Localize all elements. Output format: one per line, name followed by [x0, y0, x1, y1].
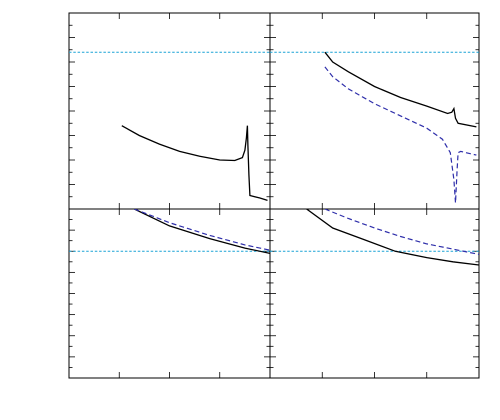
- series-line-solid: [134, 209, 270, 255]
- panel-frame: [68, 12, 271, 210]
- panel-top-right: [269, 12, 480, 210]
- panel-frame: [269, 12, 480, 210]
- series-line-solid: [306, 209, 479, 266]
- series-line-dashed: [324, 209, 479, 255]
- panel-frame: [68, 208, 271, 379]
- panel-bottom-left: [68, 208, 271, 379]
- panel-frame: [269, 208, 480, 379]
- panel-bottom-right: [269, 208, 480, 379]
- series-line-dashed: [134, 209, 270, 251]
- series-line-dashed: [324, 66, 477, 203]
- panel-top-left: [68, 12, 271, 210]
- series-line-solid: [121, 125, 268, 202]
- series-line-solid: [324, 51, 477, 128]
